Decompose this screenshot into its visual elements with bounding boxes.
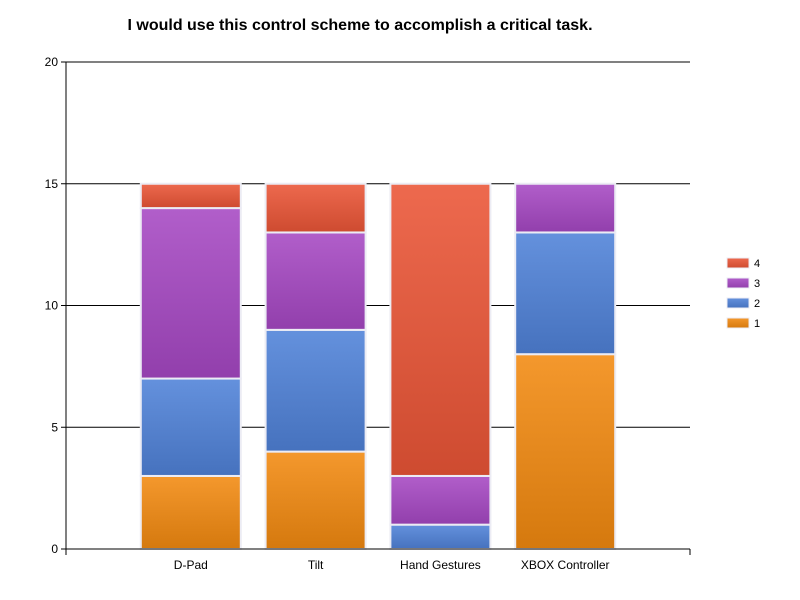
bar-segment <box>139 474 242 551</box>
legend-label: 3 <box>754 278 760 290</box>
bar-segment <box>389 474 492 526</box>
bar-segment <box>139 377 242 477</box>
y-tick-label: 10 <box>45 299 59 313</box>
x-tick-label: D-Pad <box>174 558 208 572</box>
legend-label: 4 <box>754 258 760 270</box>
y-tick-label: 20 <box>45 55 59 69</box>
bar-segment <box>264 450 367 551</box>
x-tick-label: Tilt <box>308 558 324 572</box>
legend-swatch <box>726 297 750 309</box>
bar-segment <box>514 353 617 551</box>
legend-swatch <box>726 317 750 329</box>
legend-swatch <box>726 257 750 269</box>
chart-title: I would use this control scheme to accom… <box>127 17 593 34</box>
legend-label: 2 <box>754 298 760 310</box>
bar-segment <box>389 523 492 551</box>
axes: 0 5 10 15 20 D-Pad Tilt Hand Gestures XBOX Contr… <box>45 55 691 572</box>
bar-segment <box>514 182 617 234</box>
bar-segment <box>139 182 242 210</box>
bar-segment <box>264 328 367 453</box>
bar-segment <box>514 231 617 356</box>
legend-label: 1 <box>754 318 760 330</box>
bars <box>139 182 617 551</box>
x-tick-label: Hand Gestures <box>400 558 481 572</box>
legend: 4 3 2 1 <box>726 257 760 330</box>
y-tick-label: 15 <box>45 177 59 191</box>
x-tick-label: XBOX Controller <box>521 558 610 572</box>
bar-segment <box>264 231 367 331</box>
y-tick-label: 5 <box>51 420 58 434</box>
y-tick-label: 0 <box>51 542 58 556</box>
bar-segment <box>264 182 367 234</box>
bar-segment <box>139 207 242 380</box>
legend-swatch <box>726 277 750 289</box>
bar-segment <box>389 182 492 477</box>
